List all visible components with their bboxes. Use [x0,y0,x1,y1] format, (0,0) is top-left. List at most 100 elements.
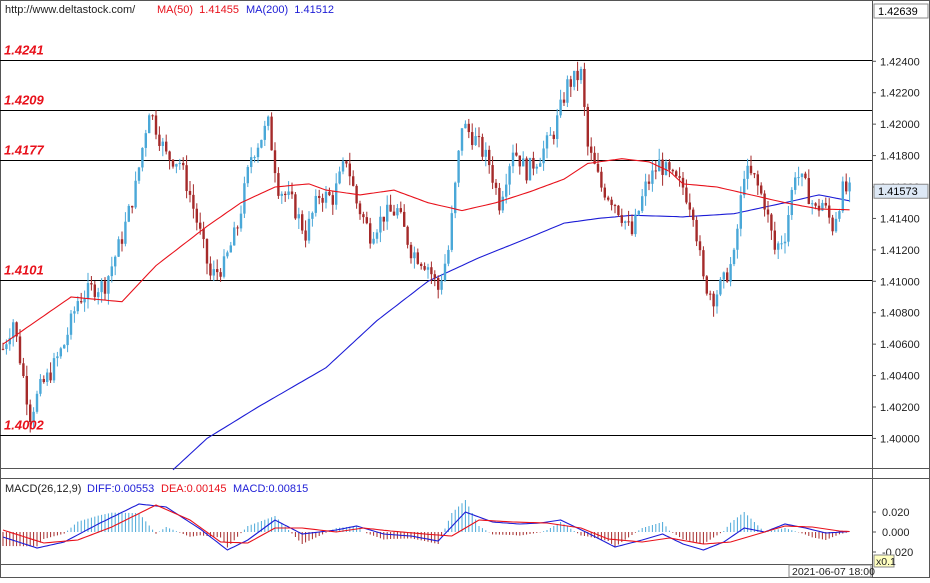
candle-body-165 [562,99,566,103]
candle-body-243 [828,205,831,218]
candle-body-51 [175,163,178,167]
candle-body-2 [8,337,11,345]
candle-body-7 [25,376,28,405]
candle-body-237 [807,178,810,204]
candle-body-105 [358,203,362,215]
candle-body-19 [66,334,69,346]
candle-body-134 [457,150,460,183]
candle-body-144 [491,165,494,183]
candle-body-190 [647,181,651,184]
candle-body-69 [236,227,239,229]
price-tick-5: 1.41000 [880,276,920,288]
candle-body-34 [117,239,120,257]
candle-body-178 [607,197,610,200]
candle-body-4 [15,322,18,337]
candle-body-236 [804,173,807,179]
candle-body-42 [144,133,147,148]
current-price-tag [873,183,929,199]
candle-body-149 [508,166,511,185]
candle-body-98 [335,183,338,205]
candle-body-138 [471,132,474,146]
candle-body-130 [443,263,447,281]
candle-body-85 [290,191,294,195]
candle-body-8 [29,404,32,423]
candle-body-38 [131,205,134,208]
candle-body-156 [532,157,535,169]
candle-body-131 [447,249,450,264]
candle-body-112 [382,216,385,222]
candle-body-169 [576,70,579,81]
candle-body-161 [549,134,552,136]
candle-body-125 [426,267,430,270]
candle-body-93 [318,195,321,198]
price-tick-0: 1.40000 [880,433,920,445]
candle-body-168 [573,70,576,87]
candle-body-157 [535,166,538,169]
candle-body-90 [307,218,311,241]
candle-body-218 [743,178,746,196]
candle-body-121 [413,252,416,259]
candle-body-113 [386,204,389,222]
top-price: 1.42639 [878,6,918,18]
candle-body-106 [362,214,365,218]
candle-body-100 [341,161,345,172]
candle-body-221 [753,173,756,175]
candle-body-160 [545,135,549,149]
candle-body-196 [668,162,671,170]
candle-body-91 [311,212,314,219]
ma200-legend: MA(200) 1.41512 [246,4,334,16]
candle-body-48 [165,141,168,152]
candle-body-26 [90,283,93,285]
macd-dea-line [2,504,850,545]
price-tick-12: 1.42400 [880,56,920,68]
candle-body-6 [22,363,25,377]
price-tick-1: 1.40200 [880,402,920,414]
candle-body-191 [651,170,654,184]
candle-body-148 [505,184,508,197]
candle-body-25 [86,283,90,299]
price-tick-4: 1.40800 [880,308,920,320]
candle-body-240 [817,205,821,211]
price-tick-3: 1.40600 [880,339,920,351]
candle-body-200 [681,177,685,188]
candle-body-229 [780,243,783,245]
candle-body-60 [205,239,209,264]
candle-body-235 [800,173,804,178]
candle-body-166 [566,79,569,103]
candle-body-135 [460,128,464,151]
candle-body-158 [539,163,542,167]
candle-body-33 [114,256,117,267]
candle-body-133 [454,182,457,214]
candle-body-35 [120,239,124,244]
candle-body-116 [396,208,399,216]
candle-body-225 [766,209,770,215]
level-labels: 1.4241 1.4209 1.4177 1.4101 1.4002 [4,43,45,433]
candle-body-78 [267,116,270,126]
level-label-1: 1.4209 [4,93,45,108]
candle-body-3 [12,322,15,338]
candle-body-36 [124,221,127,244]
candle-body-232 [790,189,793,216]
source-url[interactable]: http://www.deltastock.com/ [5,4,136,16]
candle-body-96 [328,191,331,196]
candle-body-18 [63,345,66,349]
candle-body-79 [270,116,273,151]
candle-body-54 [185,165,188,192]
candle-body-126 [430,267,433,275]
macd-dea-value: DEA:0.00145 [161,483,226,495]
candle-body-115 [392,211,396,216]
candle-body-217 [739,195,742,229]
candle-body-89 [304,230,307,241]
ma50-legend: MA(50) 1.41455 [157,4,239,16]
candle-body-28 [97,292,100,297]
candle-body-220 [749,165,753,174]
candle-body-207 [705,276,708,294]
candle-body-244 [831,217,834,232]
candle-body-132 [450,213,453,250]
candle-body-37 [127,205,130,222]
candle-body-30 [103,281,107,294]
candle-body-53 [182,162,185,166]
candle-body-242 [824,202,827,206]
candle-body-245 [834,218,838,232]
